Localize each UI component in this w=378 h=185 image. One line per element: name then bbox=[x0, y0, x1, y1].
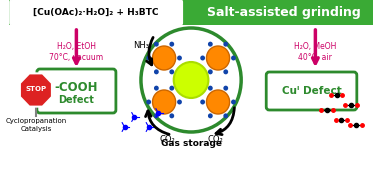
Circle shape bbox=[154, 86, 159, 91]
Circle shape bbox=[208, 86, 213, 91]
Circle shape bbox=[152, 46, 176, 70]
Circle shape bbox=[208, 69, 213, 74]
Circle shape bbox=[223, 86, 228, 91]
FancyBboxPatch shape bbox=[10, 0, 183, 25]
Circle shape bbox=[154, 69, 159, 74]
Circle shape bbox=[169, 86, 174, 91]
Circle shape bbox=[169, 42, 174, 47]
Circle shape bbox=[174, 62, 208, 98]
Circle shape bbox=[169, 113, 174, 118]
FancyBboxPatch shape bbox=[37, 69, 116, 113]
Circle shape bbox=[200, 100, 205, 105]
Circle shape bbox=[154, 113, 159, 118]
Polygon shape bbox=[20, 73, 52, 107]
Text: H₂O, EtOH
70°C, vacuum: H₂O, EtOH 70°C, vacuum bbox=[49, 42, 104, 62]
Circle shape bbox=[154, 42, 159, 47]
Circle shape bbox=[206, 46, 229, 70]
Text: Cuᴵ Defect: Cuᴵ Defect bbox=[282, 86, 341, 96]
Text: H₂O, MeOH
40°C, air: H₂O, MeOH 40°C, air bbox=[294, 42, 336, 62]
Circle shape bbox=[208, 42, 213, 47]
Circle shape bbox=[206, 90, 229, 114]
Circle shape bbox=[152, 90, 176, 114]
Circle shape bbox=[223, 113, 228, 118]
FancyBboxPatch shape bbox=[9, 0, 373, 25]
Circle shape bbox=[231, 56, 236, 60]
Text: [Cu(OAc)₂·H₂O]₂ + H₃BTC: [Cu(OAc)₂·H₂O]₂ + H₃BTC bbox=[33, 8, 158, 17]
Circle shape bbox=[223, 69, 228, 74]
Circle shape bbox=[231, 100, 236, 105]
Circle shape bbox=[141, 28, 241, 132]
Circle shape bbox=[169, 69, 174, 74]
Circle shape bbox=[177, 56, 182, 60]
Circle shape bbox=[177, 100, 182, 105]
Text: CO₂: CO₂ bbox=[159, 135, 175, 144]
Text: Gas storage: Gas storage bbox=[161, 139, 222, 147]
Circle shape bbox=[223, 42, 228, 47]
Text: Salt-assisted grinding: Salt-assisted grinding bbox=[207, 6, 361, 19]
Text: NH₃: NH₃ bbox=[133, 41, 149, 50]
Text: Defect: Defect bbox=[59, 95, 94, 105]
Text: -COOH: -COOH bbox=[55, 80, 98, 93]
Text: CO₂: CO₂ bbox=[207, 135, 223, 144]
FancyBboxPatch shape bbox=[266, 72, 357, 110]
Circle shape bbox=[146, 56, 151, 60]
Text: Cyclopropanation
Catalysis: Cyclopropanation Catalysis bbox=[5, 119, 67, 132]
Circle shape bbox=[208, 113, 213, 118]
Text: STOP: STOP bbox=[25, 86, 46, 92]
Circle shape bbox=[200, 56, 205, 60]
Circle shape bbox=[146, 100, 151, 105]
